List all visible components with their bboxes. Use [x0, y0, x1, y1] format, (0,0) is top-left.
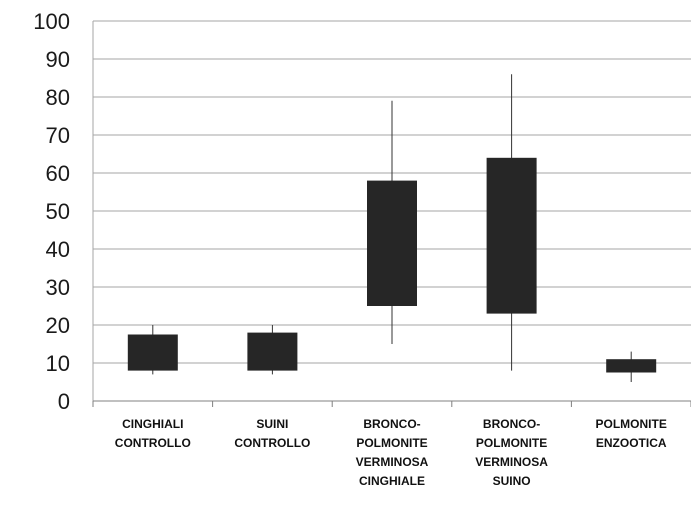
x-category-label: POLMONITE — [596, 417, 667, 431]
box — [127, 334, 178, 371]
box — [367, 180, 417, 306]
x-category-label: CONTROLLO — [234, 436, 310, 450]
box — [606, 359, 657, 373]
y-tick-label: 70 — [46, 123, 70, 148]
x-category-label: CINGHIALE — [359, 474, 425, 488]
y-tick-label: 40 — [46, 237, 70, 262]
x-category-label: CINGHIALI — [122, 417, 183, 431]
x-category-label: BRONCO- — [363, 417, 420, 431]
x-category-label: SUINO — [493, 474, 531, 488]
x-category-label: ENZOOTICA — [596, 436, 667, 450]
y-tick-label: 10 — [46, 351, 70, 376]
x-category-label: POLMONITE — [356, 436, 427, 450]
y-tick-label: 60 — [46, 161, 70, 186]
y-tick-label: 20 — [46, 313, 70, 338]
box — [486, 157, 537, 314]
y-tick-label: 30 — [46, 275, 70, 300]
y-tick-label: 100 — [33, 9, 70, 34]
y-tick-label: 90 — [46, 47, 70, 72]
y-tick-label: 80 — [46, 85, 70, 110]
x-category-label: CONTROLLO — [115, 436, 191, 450]
x-category-label: VERMINOSA — [356, 455, 429, 469]
x-category-label: SUINI — [256, 417, 288, 431]
x-category-label: VERMINOSA — [475, 455, 548, 469]
x-category-label: POLMONITE — [476, 436, 547, 450]
y-tick-label: 50 — [46, 199, 70, 224]
box — [247, 332, 298, 371]
y-tick-label: 0 — [58, 389, 70, 414]
x-category-label: BRONCO- — [483, 417, 540, 431]
